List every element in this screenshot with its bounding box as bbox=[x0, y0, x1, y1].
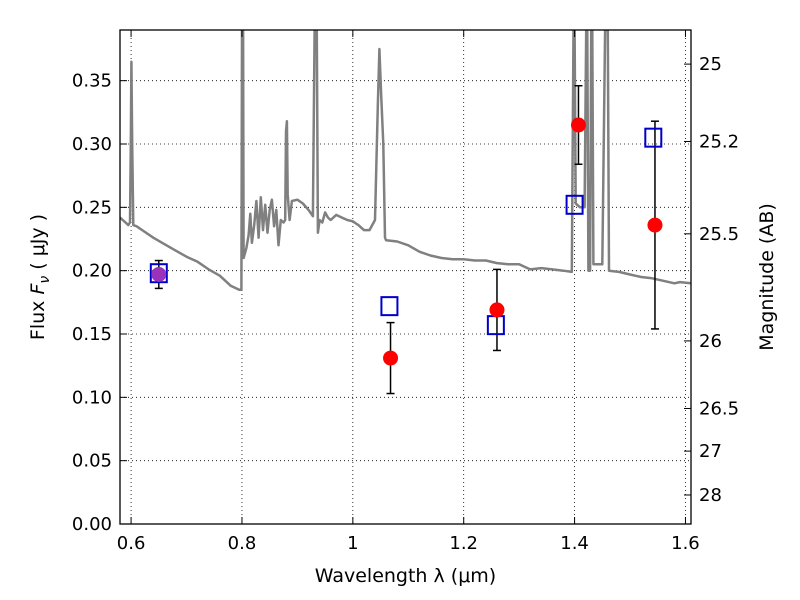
x-axis-label: Wavelength λ (μm) bbox=[315, 565, 496, 587]
right-tick-label: 26.5 bbox=[699, 398, 739, 419]
model-square bbox=[565, 194, 584, 215]
error-bars bbox=[154, 84, 659, 395]
y-tick-label: 0.30 bbox=[72, 134, 112, 155]
x-tick-label: 1.4 bbox=[560, 533, 589, 554]
right-axis-label: Magnitude (AB) bbox=[756, 203, 778, 351]
model-square bbox=[149, 263, 168, 284]
observed-point bbox=[647, 217, 663, 233]
plot-frame bbox=[119, 29, 692, 525]
y-tick-label: 0.15 bbox=[72, 324, 112, 345]
right-tick-label: 26 bbox=[699, 331, 722, 352]
observed-point bbox=[383, 350, 399, 366]
model-square bbox=[380, 296, 399, 317]
right-tick-label: 28 bbox=[699, 485, 722, 506]
y-tick-label: 0.05 bbox=[72, 451, 112, 472]
right-tick-label: 25 bbox=[699, 54, 722, 75]
right-tick-label: 25.5 bbox=[699, 224, 739, 245]
y-tick-label: 0.25 bbox=[72, 197, 112, 218]
x-tick-label: 1 bbox=[347, 533, 358, 554]
x-tick-label: 0.8 bbox=[228, 533, 257, 554]
model-spectrum-line bbox=[120, 30, 691, 291]
model-square bbox=[486, 315, 505, 336]
y-tick-label: 0.10 bbox=[72, 387, 112, 408]
observed-points bbox=[151, 117, 663, 366]
model-squares bbox=[149, 127, 663, 336]
model-square bbox=[644, 127, 663, 148]
y-axis-label: Flux Fν ( μJy ) bbox=[27, 214, 53, 340]
tick-labels: 0.6 0.8 1 1.2 1.4 1.6 0.00 0.05 0.10 0.15 0.20 0.25… bbox=[72, 54, 739, 554]
observed-point bbox=[151, 266, 167, 282]
y-tick-label: 0.00 bbox=[72, 514, 112, 535]
x-tick-label: 0.6 bbox=[117, 533, 146, 554]
x-tick-label: 1.2 bbox=[449, 533, 478, 554]
x-tick-label: 1.6 bbox=[671, 533, 700, 554]
y-tick-label: 0.35 bbox=[72, 71, 112, 92]
right-tick-label: 25.2 bbox=[699, 131, 739, 152]
observed-point bbox=[570, 117, 586, 133]
axis-ticks bbox=[120, 30, 691, 525]
y-tick-label: 0.20 bbox=[72, 261, 112, 282]
observed-point bbox=[489, 302, 505, 318]
right-tick-label: 27 bbox=[699, 441, 722, 462]
